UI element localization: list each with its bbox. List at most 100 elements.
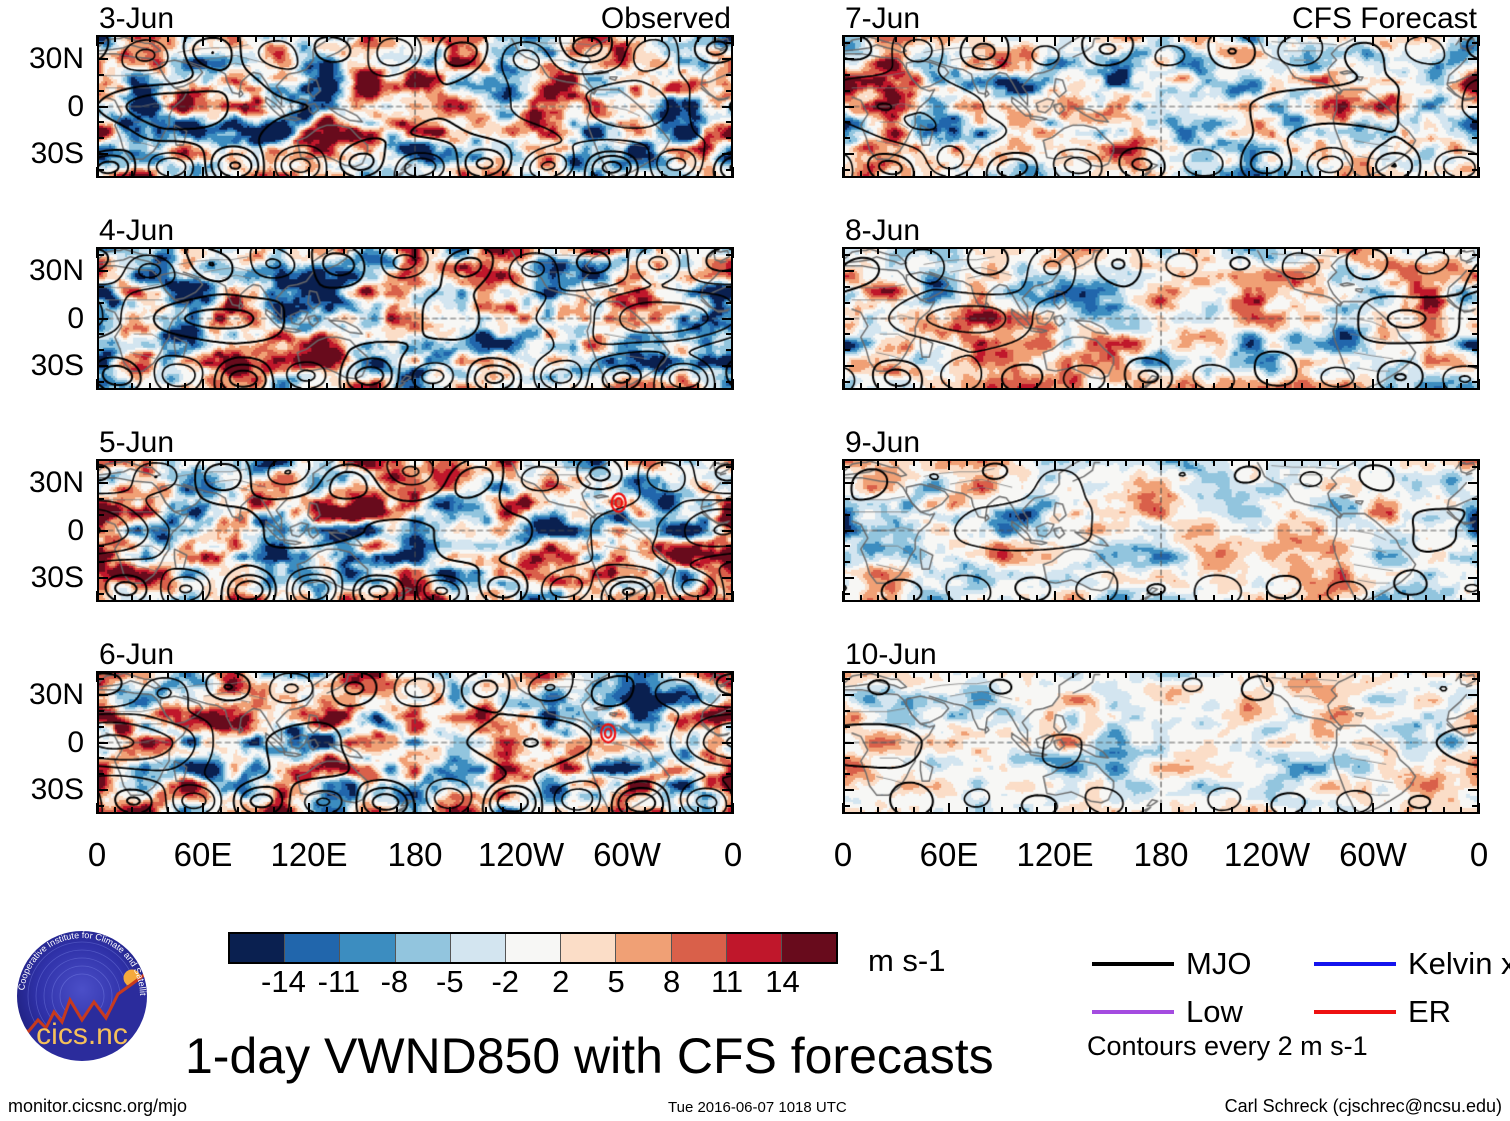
colorbar-tick-label: 8	[663, 964, 681, 999]
axis-tick-x	[1230, 595, 1233, 602]
axis-tick-x	[1266, 459, 1268, 470]
axis-tick-x	[1283, 671, 1286, 678]
axis-tick-x	[555, 807, 558, 814]
axis-tick-x	[1124, 595, 1127, 602]
axis-tick-x	[912, 35, 915, 42]
axis-tick-x	[1283, 807, 1286, 814]
axis-tick-x	[431, 247, 434, 254]
axis-tick-x	[325, 383, 328, 390]
axis-tick-x	[732, 35, 734, 46]
axis-tick-x	[1213, 35, 1215, 42]
axis-tick-y	[843, 365, 854, 368]
axis-tick-x	[537, 459, 540, 466]
axis-tick-x	[237, 383, 240, 390]
axis-tick-y	[722, 365, 733, 368]
axis-tick-y	[726, 89, 733, 92]
axis-label-x: 0	[1469, 836, 1489, 873]
map-field-canvas	[845, 249, 1477, 388]
axis-tick-x	[1054, 459, 1056, 470]
axis-tick-x	[113, 247, 116, 254]
axis-tick-x	[590, 595, 593, 602]
axis-tick-x	[948, 379, 950, 390]
axis-tick-x	[113, 35, 116, 42]
axis-tick-x	[1071, 671, 1074, 678]
map-frame	[97, 459, 733, 602]
axis-tick-x	[343, 459, 346, 466]
axis-tick-x	[361, 247, 363, 254]
axis-label-x: 120E	[270, 836, 348, 873]
axis-tick-x	[1266, 671, 1268, 682]
axis-tick-x	[679, 459, 681, 466]
axis-tick-x	[237, 595, 240, 602]
footer-author: Carl Schreck (cjschrec@ncsu.edu)	[1224, 1096, 1502, 1116]
axis-label-y: 30S	[30, 349, 84, 383]
axis-tick-y	[726, 677, 733, 680]
axis-tick-x	[1107, 807, 1109, 814]
axis-tick-x	[378, 247, 381, 254]
axis-tick-x	[732, 247, 734, 258]
axis-tick-y	[1468, 741, 1479, 744]
axis-tick-x	[1425, 35, 1427, 42]
axis-tick-y	[1468, 789, 1479, 792]
axis-tick-x	[1319, 807, 1321, 814]
panel-date-label: 6-Jun	[99, 638, 175, 671]
axis-tick-x	[696, 595, 699, 602]
axis-tick-x	[1389, 671, 1392, 678]
axis-tick-x	[859, 671, 862, 678]
axis-tick-x	[467, 35, 469, 42]
axis-tick-x	[1372, 671, 1374, 682]
axis-tick-y	[1472, 545, 1479, 548]
axis-tick-y	[843, 349, 850, 352]
axis-tick-x	[149, 595, 151, 602]
map-field-canvas	[99, 461, 731, 600]
axis-tick-x	[1407, 807, 1410, 814]
axis-tick-x	[1425, 459, 1427, 466]
map-panel-6-jun: 6-Jun	[96, 640, 734, 814]
axis-tick-x	[1283, 595, 1286, 602]
axis-tick-x	[930, 247, 933, 254]
axis-tick-x	[502, 671, 505, 678]
footer-url[interactable]: monitor.cicsnc.org/mjo	[8, 1096, 188, 1116]
axis-tick-x	[431, 595, 434, 602]
axis-tick-x	[1301, 459, 1304, 466]
axis-tick-x	[1089, 383, 1092, 390]
axis-tick-x	[361, 383, 363, 390]
axis-tick-y	[722, 741, 733, 744]
axis-tick-x	[149, 383, 151, 390]
axis-tick-x	[1160, 591, 1162, 602]
axis-tick-y	[1472, 561, 1479, 564]
axis-tick-x	[202, 459, 204, 470]
axis-tick-x	[573, 807, 575, 814]
axis-tick-x	[912, 459, 915, 466]
axis-tick-x	[184, 383, 187, 390]
axis-tick-x	[732, 459, 734, 470]
axis-tick-x	[1054, 35, 1056, 46]
axis-tick-x	[590, 383, 593, 390]
axis-tick-x	[467, 807, 469, 814]
axis-tick-y	[843, 317, 854, 320]
axis-tick-x	[184, 171, 187, 178]
axis-tick-x	[1407, 171, 1410, 178]
axis-tick-y	[97, 89, 104, 92]
colorbar-segment	[726, 934, 782, 962]
axis-tick-x	[414, 35, 416, 46]
axis-tick-x	[1160, 35, 1162, 46]
axis-tick-y	[843, 529, 854, 532]
axis-tick-x	[449, 595, 452, 602]
axis-tick-x	[643, 459, 646, 466]
axis-tick-y	[97, 561, 104, 564]
axis-tick-x	[573, 247, 575, 254]
axis-tick-x	[1195, 459, 1198, 466]
axis-tick-y	[843, 577, 854, 580]
axis-tick-x	[1319, 35, 1321, 42]
axis-tick-y	[1472, 73, 1479, 76]
axis-tick-x	[877, 671, 880, 678]
axis-tick-y	[722, 269, 733, 272]
axis-tick-x	[983, 35, 986, 42]
axis-tick-x	[414, 803, 416, 814]
axis-tick-x	[96, 247, 98, 258]
axis-tick-x	[537, 671, 540, 678]
logo-inner	[16, 941, 148, 1062]
axis-tick-x	[1407, 595, 1410, 602]
